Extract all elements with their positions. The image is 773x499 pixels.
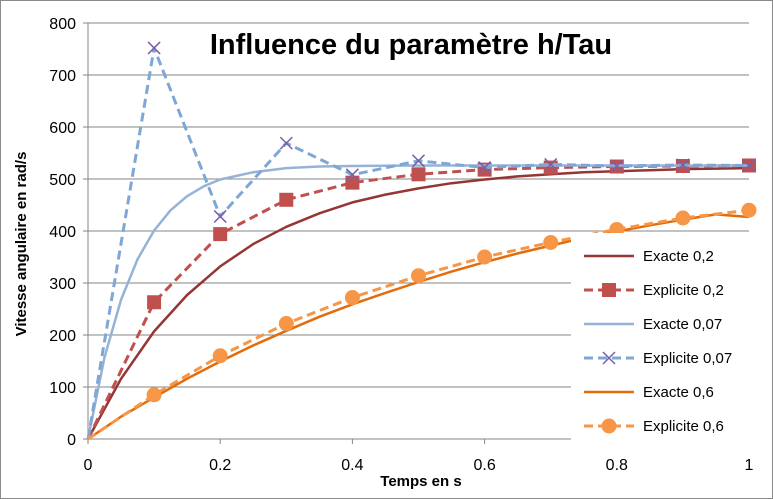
tick-labels: 0 100 200 300 400 500 600 700 800 0 0.2 0.4 0.6 0.8 1 (49, 16, 753, 474)
data-point (610, 159, 624, 173)
y-tick-label: 800 (49, 16, 76, 33)
data-point (147, 295, 162, 310)
legend-marker (601, 418, 617, 434)
data-point (676, 158, 690, 172)
legend-box (571, 233, 761, 451)
x-tick-label: 0.8 (606, 457, 628, 474)
x-tick-label: 0.4 (341, 457, 363, 474)
data-point (146, 387, 162, 403)
legend-label: Exacte 0,07 (643, 316, 722, 333)
data-point (543, 160, 558, 175)
x-axis-label: Temps en s (380, 473, 461, 490)
data-point (147, 41, 161, 55)
data-point (213, 209, 227, 223)
x-tick-label: 0.6 (473, 457, 495, 474)
data-point (279, 136, 293, 150)
series-4 (86, 41, 756, 440)
legend-entry: Exacte 0,07 (584, 316, 722, 333)
series-line (86, 166, 750, 440)
legend-marker (602, 283, 616, 297)
y-tick-label: 400 (49, 224, 76, 241)
series-1 (86, 166, 750, 440)
data-point (279, 192, 294, 207)
x-tick-label: 0 (84, 457, 93, 474)
y-axis-label: Vitesse angulaire en rad/s (13, 152, 30, 337)
legend-entry: Exacte 0,6 (584, 384, 714, 401)
data-point (411, 154, 426, 168)
legend-label: Exacte 0,6 (643, 384, 714, 401)
legend: Exacte 0,2 Explicite 0,2 Exacte 0,07 Explic… (571, 233, 761, 451)
legend-marker (602, 351, 616, 365)
data-point (213, 227, 228, 242)
legend-label: Explicite 0,2 (643, 282, 724, 299)
y-tick-label: 300 (49, 276, 76, 293)
legend-entry: Explicite 0,07 (584, 350, 732, 367)
data-point (411, 268, 426, 284)
series-layer (86, 41, 757, 441)
legend-label: Explicite 0,6 (643, 418, 724, 435)
data-point (741, 202, 757, 218)
legend-entry: Explicite 0,6 (584, 418, 724, 435)
data-point (675, 210, 691, 226)
y-tick-label: 0 (67, 432, 76, 449)
data-point (742, 158, 756, 173)
data-point (345, 168, 359, 182)
data-point (543, 234, 559, 250)
legend-label: Exacte 0,2 (643, 248, 714, 265)
data-point (344, 290, 360, 306)
x-tick-label: 0.2 (209, 457, 231, 474)
data-point (411, 167, 426, 182)
legend-label: Explicite 0,07 (643, 350, 732, 367)
data-point (544, 157, 558, 171)
y-tick-label: 500 (49, 172, 76, 189)
y-tick-label: 600 (49, 120, 76, 137)
data-point (212, 348, 228, 364)
y-tick-label: 200 (49, 328, 76, 345)
data-point (278, 316, 294, 332)
series-6 (87, 202, 757, 441)
data-point (345, 175, 360, 190)
x-tick-label: 1 (745, 457, 754, 474)
y-tick-label: 100 (49, 380, 76, 397)
data-point (477, 249, 493, 265)
legend-entry: Exacte 0,2 (584, 248, 714, 265)
data-point (478, 161, 492, 175)
y-tick-label: 700 (49, 68, 76, 85)
chart-title: Influence du paramètre h/Tau (210, 29, 612, 61)
legend-entry: Explicite 0,2 (584, 282, 724, 299)
